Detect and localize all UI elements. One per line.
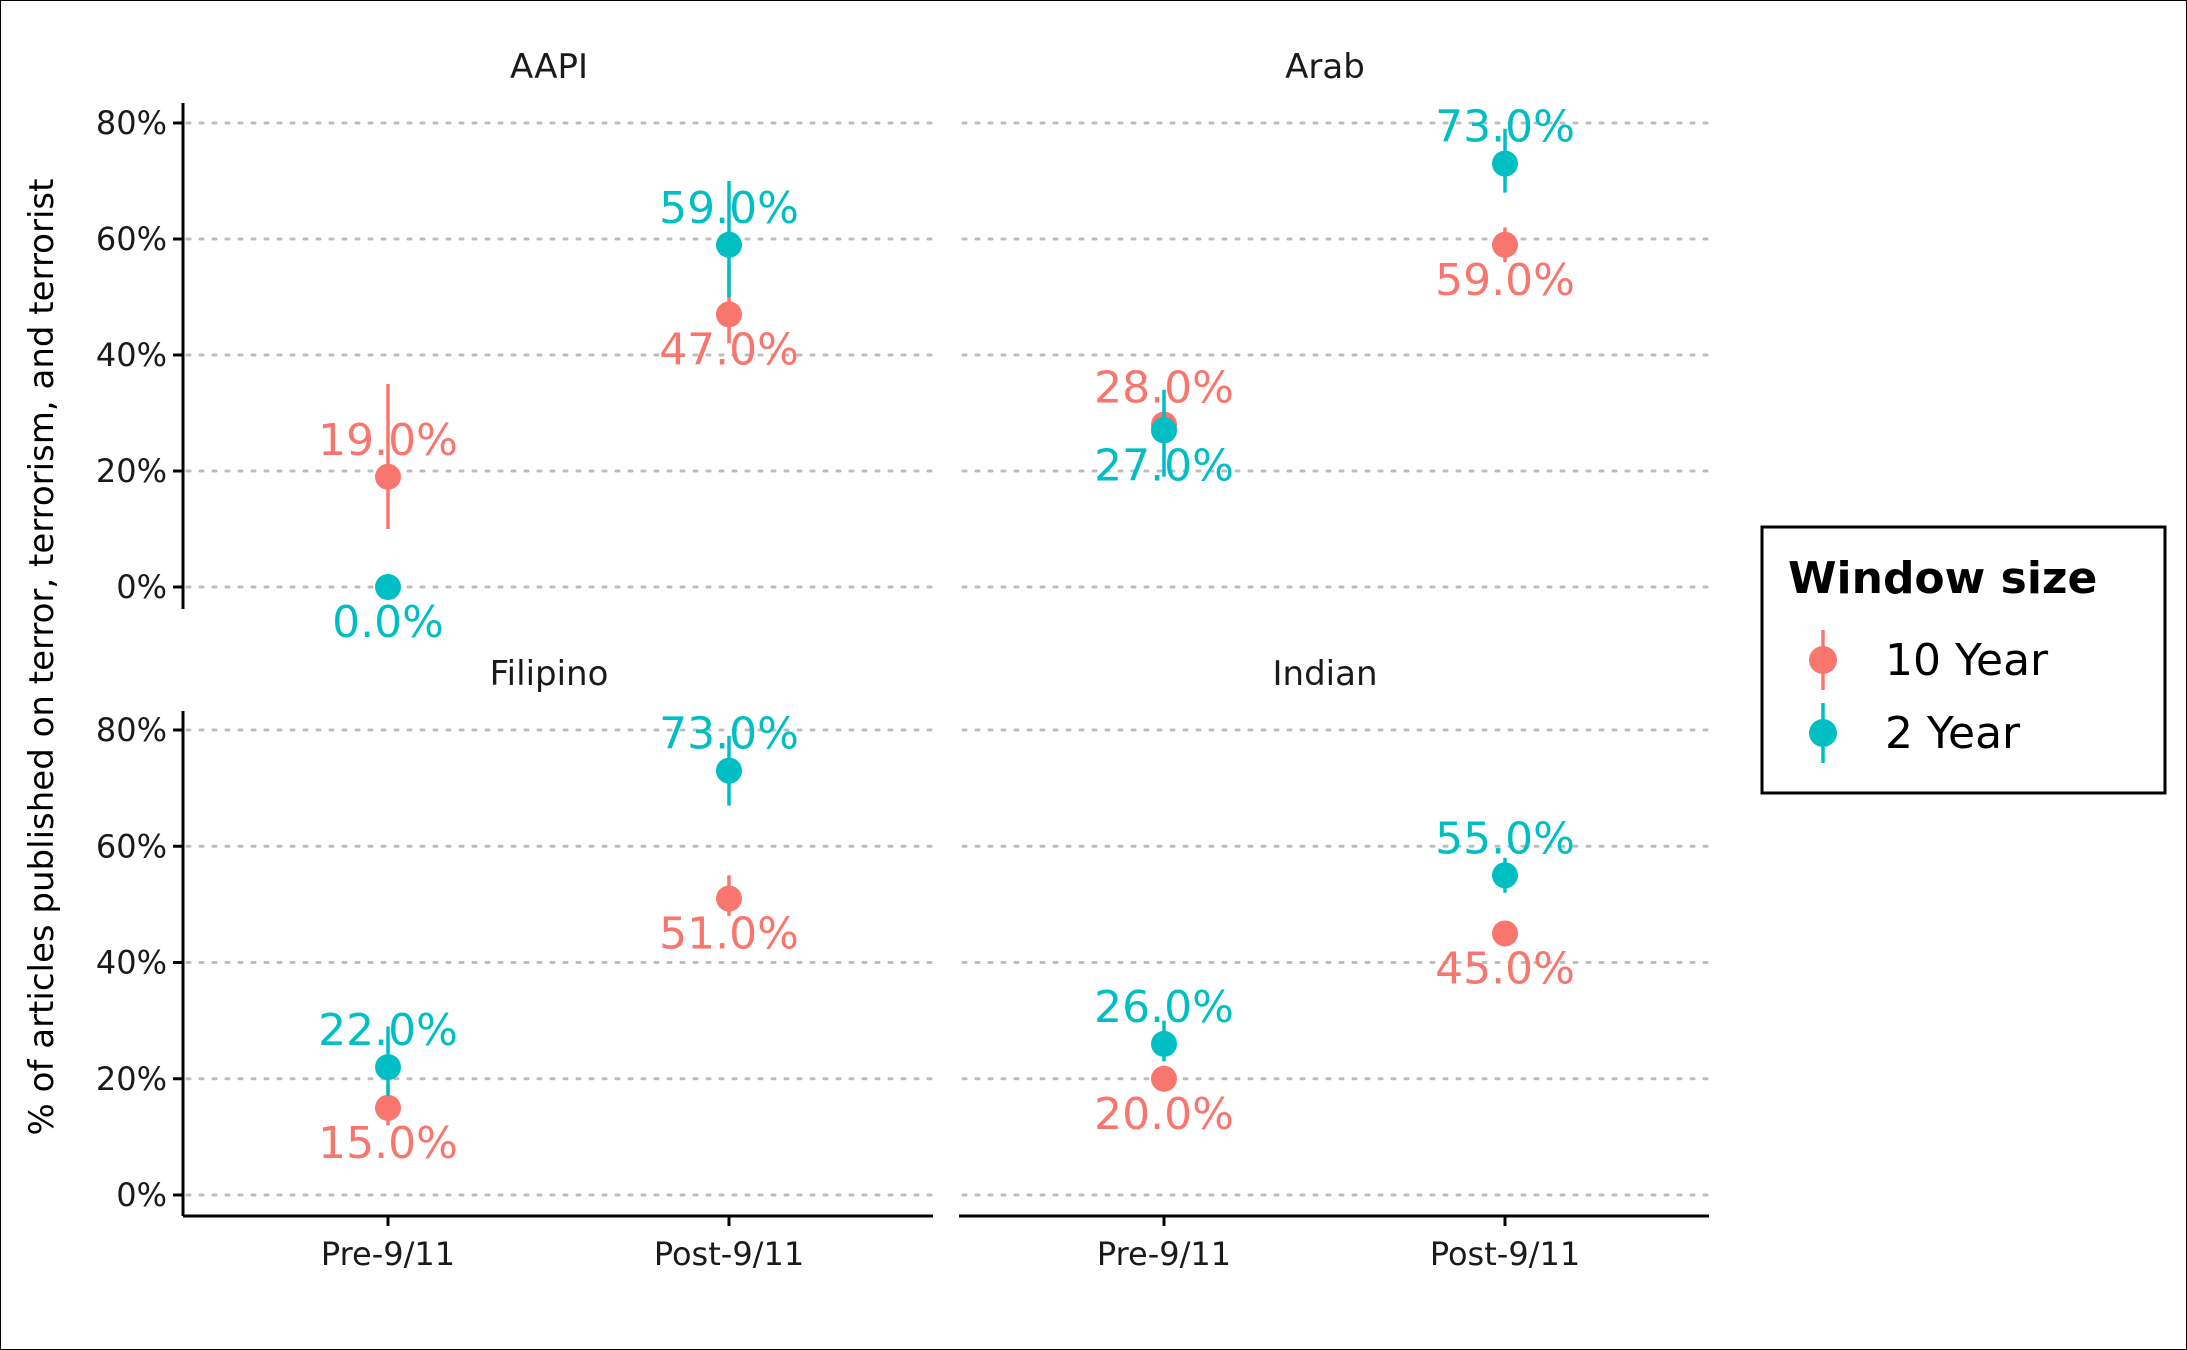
y-tick-label: 40% bbox=[96, 336, 167, 374]
panel-title-filipino: Filipino bbox=[490, 654, 609, 694]
data-point-2-year bbox=[375, 574, 401, 600]
data-label-10-year: 19.0% bbox=[318, 415, 458, 466]
y-tick-label: 80% bbox=[96, 711, 167, 749]
data-label-2-year: 26.0% bbox=[1094, 982, 1234, 1033]
panel-filipino: Filipino 0% 20% 40% 60% 80% Pre-9/11 Post-9/11 1… bbox=[96, 654, 934, 1273]
legend-label: 10 Year bbox=[1885, 635, 2049, 686]
data-point-10-year bbox=[1492, 231, 1518, 258]
data-point-10-year bbox=[375, 463, 401, 490]
data-label-10-year: 47.0% bbox=[659, 324, 799, 375]
y-tick-label: 0% bbox=[116, 1176, 167, 1214]
data-label-2-year: 55.0% bbox=[1435, 813, 1575, 864]
data-point-2-year bbox=[375, 1054, 401, 1081]
y-tick-label: 60% bbox=[96, 220, 167, 258]
y-tick-label: 20% bbox=[96, 1060, 167, 1098]
data-label-2-year: 22.0% bbox=[318, 1005, 458, 1056]
x-tick-label: Post-9/11 bbox=[654, 1235, 804, 1273]
data-point-2-year bbox=[716, 757, 742, 784]
legend-label: 2 Year bbox=[1885, 708, 2021, 759]
data-point-2-year bbox=[1492, 862, 1518, 889]
y-tick-label: 80% bbox=[96, 104, 167, 142]
x-tick-label: Pre-9/11 bbox=[321, 1235, 455, 1273]
data-point-10-year bbox=[716, 301, 742, 328]
data-label-10-year: 20.0% bbox=[1094, 1089, 1234, 1140]
panel-title-indian: Indian bbox=[1273, 654, 1378, 694]
y-axis-title: % of articles published on terror, terro… bbox=[22, 179, 62, 1136]
x-tick-label: Pre-9/11 bbox=[1097, 1235, 1231, 1273]
data-label-2-year: 27.0% bbox=[1094, 440, 1234, 491]
panel-aapi: AAPI 0% 20% 40% 60% 80% 19.0% 0.0% 47.0% 59.0% bbox=[96, 47, 934, 648]
data-label-10-year: 51.0% bbox=[659, 909, 799, 960]
y-tick-label: 40% bbox=[96, 944, 167, 982]
data-point-10-year bbox=[1492, 920, 1518, 947]
x-tick-label: Post-9/11 bbox=[1430, 1235, 1580, 1273]
data-label-10-year: 28.0% bbox=[1094, 363, 1234, 414]
data-label-2-year: 0.0% bbox=[332, 597, 444, 648]
y-tick-label: 0% bbox=[116, 568, 167, 606]
data-point-2-year bbox=[1151, 1030, 1177, 1057]
data-label-10-year: 45.0% bbox=[1435, 943, 1575, 994]
data-label-10-year: 15.0% bbox=[318, 1118, 458, 1169]
legend-key-point bbox=[1809, 646, 1837, 674]
legend-entries: 10 Year 2 Year bbox=[1809, 630, 2049, 763]
data-point-2-year bbox=[716, 231, 742, 258]
y-tick-label: 20% bbox=[96, 452, 167, 490]
data-label-10-year: 59.0% bbox=[1435, 255, 1575, 306]
data-label-2-year: 59.0% bbox=[659, 183, 799, 234]
panel-title-arab: Arab bbox=[1285, 47, 1365, 87]
legend: Window size 10 Year 2 Year bbox=[1760, 525, 2167, 795]
panel-title-aapi: AAPI bbox=[510, 47, 588, 87]
data-point-2-year bbox=[1492, 150, 1518, 177]
data-point-10-year bbox=[375, 1094, 401, 1121]
data-point-10-year bbox=[1151, 1065, 1177, 1092]
legend-title: Window size bbox=[1788, 553, 2097, 604]
data-label-2-year: 73.0% bbox=[1435, 102, 1575, 153]
data-point-2-year bbox=[1151, 417, 1177, 444]
data-point-10-year bbox=[716, 885, 742, 912]
panels-layer: AAPI0%20%40%60%80%19.0%0.0%47.0%59.0%Ara… bbox=[96, 47, 1710, 1273]
legend-key-point bbox=[1809, 719, 1837, 747]
y-tick-label: 60% bbox=[96, 827, 167, 865]
panel-indian: Indian Pre-9/11 Post-9/11 20.0% 26.0% 45.0% 55… bbox=[959, 654, 1710, 1273]
panel-arab: Arab 28.0% 27.0% 59.0% 73.0% bbox=[961, 47, 1710, 589]
data-label-2-year: 73.0% bbox=[659, 709, 799, 760]
